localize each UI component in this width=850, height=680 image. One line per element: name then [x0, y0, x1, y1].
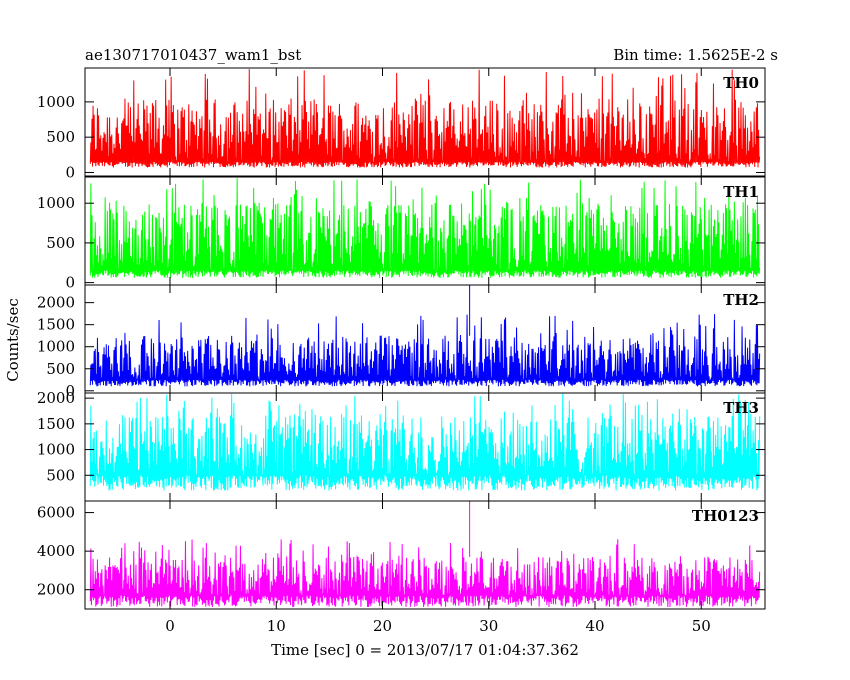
- x-tick-label: 40: [585, 617, 604, 635]
- y-tick-label: 500: [46, 128, 75, 146]
- panel-th0: 0 500 1000 TH0: [37, 67, 766, 181]
- panel-th2: 0 500 1000 1500 2000 TH2: [37, 284, 766, 400]
- panel-label-th2: TH2: [723, 291, 759, 309]
- y-tick-label: 1000: [37, 441, 75, 459]
- y-tick-label: 2000: [37, 294, 75, 312]
- series-line-th2: [89, 285, 761, 387]
- y-axis-label: Counts/sec: [4, 298, 22, 382]
- y-tick-label: 0: [65, 163, 75, 181]
- y-tick-label: 1500: [37, 316, 75, 334]
- panel-label-th0123: TH0123: [692, 507, 759, 525]
- panel-label-th0: TH0: [723, 74, 759, 92]
- panel-frame: [84, 500, 766, 610]
- x-tick-label: 10: [267, 617, 286, 635]
- x-axis-label: Time [sec] 0 = 2013/07/17 01:04:37.362: [271, 641, 579, 659]
- series-line-th0: [89, 69, 761, 168]
- y-tick-label: 1000: [37, 93, 75, 111]
- y-tick-label: 1000: [37, 338, 75, 356]
- x-tick-label: 30: [479, 617, 498, 635]
- y-tick-label: 500: [46, 466, 75, 484]
- panel-frame: [84, 67, 766, 177]
- panel-th1: 0 500 1000 TH1: [37, 176, 766, 292]
- series-line-th3: [89, 393, 761, 491]
- panel-label-th1: TH1: [723, 183, 759, 201]
- y-tick-label: 1000: [37, 194, 75, 212]
- x-tick-label: 20: [373, 617, 392, 635]
- chart-title: ae130717010437_wam1_bst: [85, 46, 301, 64]
- x-tick-label: 50: [692, 617, 711, 635]
- y-tick-label: 500: [46, 234, 75, 252]
- panel-th3: 500 1000 1500 2000 TH3: [37, 389, 766, 502]
- y-tick-label: 1500: [37, 415, 75, 433]
- panel-label-th3: TH3: [723, 399, 759, 417]
- y-tick-label: 2000: [37, 581, 75, 599]
- y-tick-label: 0: [65, 382, 75, 400]
- y-tick-label: 500: [46, 360, 75, 378]
- y-tick-label: 6000: [37, 504, 75, 522]
- y-tick-label: 4000: [37, 542, 75, 560]
- y-tick-label: 0: [65, 274, 75, 292]
- y-tick-label: 2000: [37, 389, 75, 407]
- series-line-th1: [89, 178, 761, 278]
- bin-time-label: Bin time: 1.5625E-2 s: [613, 46, 778, 64]
- x-tick-label: 0: [165, 617, 175, 635]
- panel-th0123: 2000 4000 6000 TH0123: [37, 500, 766, 610]
- series-line-th0123: [89, 501, 761, 608]
